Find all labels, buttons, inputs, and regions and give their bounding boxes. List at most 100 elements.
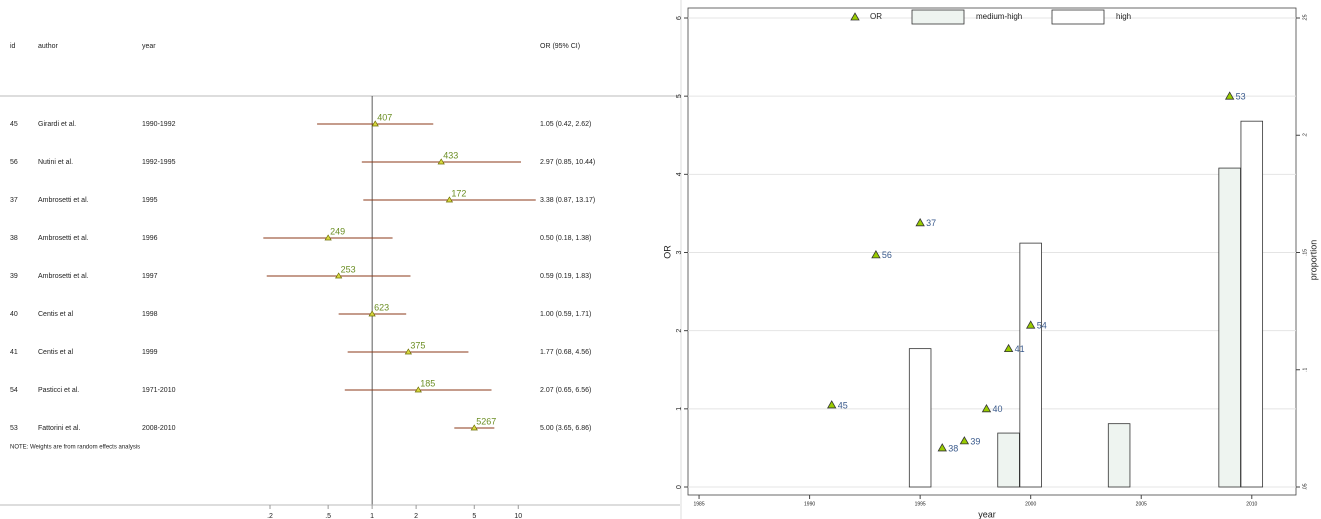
- y-tick-label: 5: [676, 94, 683, 98]
- x-tick-label: .2: [267, 513, 273, 519]
- x-tick-label: 2000: [1025, 501, 1036, 507]
- author: Girardi et al.: [38, 121, 76, 128]
- year: 1971-2010: [142, 387, 176, 394]
- year: 1995: [142, 197, 158, 204]
- y-tick-label: 3: [676, 250, 683, 254]
- year: 1998: [142, 311, 158, 318]
- point-label: 41: [1015, 344, 1025, 354]
- year: 1990-1992: [142, 121, 176, 128]
- weight: 172: [451, 188, 466, 198]
- author: Pasticci et al.: [38, 387, 79, 394]
- legend-label: OR: [870, 12, 882, 21]
- estimate: [445, 196, 454, 203]
- column-header: OR (95% CI): [540, 43, 580, 50]
- y-tick-label: 1: [676, 407, 683, 411]
- y2-tick-label: .25: [1302, 14, 1308, 21]
- id: 39: [10, 273, 18, 280]
- year: 1999: [142, 349, 158, 356]
- id: 56: [10, 159, 18, 166]
- year: 2008-2010: [142, 425, 176, 432]
- weight: 623: [374, 302, 389, 312]
- x-tick-label: 1995: [915, 501, 926, 507]
- id: 45: [10, 121, 18, 128]
- point: [1224, 91, 1235, 100]
- estimate: [371, 120, 379, 127]
- id: 41: [10, 349, 18, 356]
- bar: [908, 348, 932, 488]
- or-ci: 2.07 (0.65, 6.56): [540, 387, 591, 394]
- id: 38: [10, 235, 18, 242]
- year: 1997: [142, 273, 158, 280]
- id: 53: [10, 425, 18, 432]
- legend-swatch: [911, 9, 965, 25]
- x-tick-label: 1990: [804, 501, 815, 507]
- y2-tick-label: .15: [1302, 249, 1308, 256]
- author: Ambrosetti et al.: [38, 235, 89, 242]
- estimate: [470, 424, 478, 431]
- y2-axis-label: proportion: [1308, 240, 1318, 281]
- y-tick-label: 4: [676, 172, 683, 176]
- point-label: 38: [948, 443, 958, 453]
- year: 1992-1995: [142, 159, 176, 166]
- x-tick-label: .5: [325, 513, 331, 519]
- author: Centis et al: [38, 311, 73, 318]
- point: [827, 400, 837, 409]
- or-ci: 3.38 (0.87, 13.17): [540, 197, 595, 204]
- legend-swatch: [1051, 9, 1105, 25]
- author: Centis et al: [38, 349, 73, 356]
- y-tick-label: 2: [676, 329, 683, 333]
- point: [1026, 320, 1036, 329]
- legend-label: medium-high: [976, 12, 1022, 21]
- or-ci: 1.77 (0.68, 4.56): [540, 349, 591, 356]
- column-header: id: [10, 43, 16, 50]
- x-tick-label: 5: [472, 513, 476, 519]
- weight: 249: [330, 226, 345, 236]
- or-ci: 2.97 (0.85, 10.44): [540, 159, 595, 166]
- plot-frame: [687, 7, 1297, 496]
- or-ci: 1.05 (0.42, 2.62): [540, 121, 591, 128]
- point-label: 39: [970, 436, 980, 446]
- author: Ambrosetti et al.: [38, 273, 89, 280]
- or-ci: 5.00 (3.65, 6.86): [540, 425, 591, 432]
- x-tick-label: 2010: [1246, 501, 1257, 507]
- weight: 407: [377, 112, 392, 122]
- x-axis-label: year: [978, 509, 996, 519]
- y2-tick-label: .05: [1302, 483, 1308, 490]
- point-label: 54: [1037, 321, 1047, 331]
- bar: [997, 432, 1020, 488]
- note: NOTE: Weights are from random effects an…: [10, 445, 140, 451]
- or-ci: 0.59 (0.19, 1.83): [540, 273, 591, 280]
- y2-tick-label: .1: [1302, 367, 1308, 371]
- or-ci: 0.50 (0.18, 1.38): [540, 235, 591, 242]
- estimate: [335, 272, 343, 279]
- point: [871, 250, 881, 259]
- y-axis-label: OR: [662, 245, 672, 259]
- id: 54: [10, 387, 18, 394]
- bar: [1107, 423, 1131, 488]
- id: 40: [10, 311, 18, 318]
- bar: [1019, 242, 1042, 488]
- column-header: year: [142, 43, 156, 50]
- point: [937, 443, 947, 452]
- x-tick-label: 2005: [1136, 501, 1147, 507]
- weight: 185: [420, 378, 435, 388]
- point-label: 40: [992, 404, 1002, 414]
- estimate: [404, 348, 412, 355]
- point: [959, 436, 970, 445]
- point-label: 53: [1236, 92, 1246, 102]
- author: Fattorini et al.: [38, 425, 80, 432]
- x-tick-label: 10: [514, 513, 522, 519]
- weight: 375: [410, 340, 425, 350]
- x-tick-label: 2: [414, 513, 418, 519]
- bar: [1218, 167, 1241, 488]
- weight: 5267: [476, 416, 496, 426]
- x-tick-label: 1985: [693, 501, 704, 507]
- y2-tick-label: .2: [1302, 133, 1308, 137]
- or-ci: 1.00 (0.59, 1.71): [540, 311, 591, 318]
- author: Ambrosetti et al.: [38, 197, 89, 204]
- y-tick-label: 6: [676, 16, 683, 20]
- author: Nutini et al.: [38, 159, 73, 166]
- weight: 253: [341, 264, 356, 274]
